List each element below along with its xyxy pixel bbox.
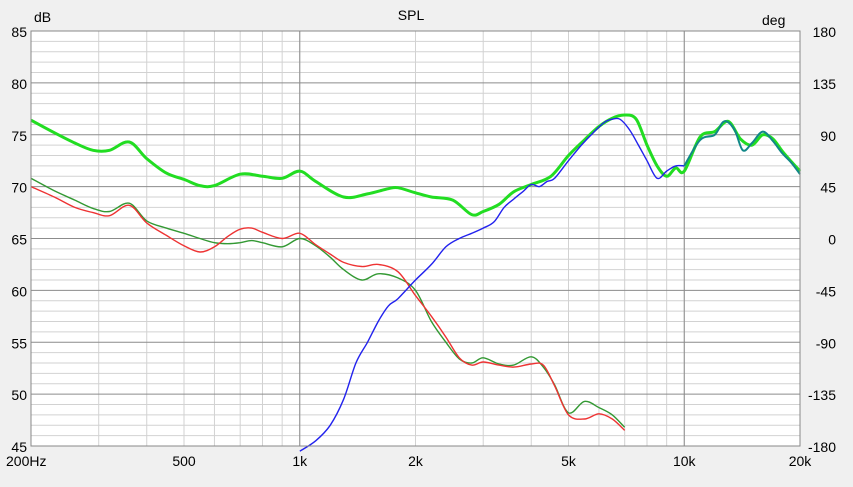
right-tick-label: 180 [813,24,837,40]
x-tick-label: 20k [789,453,813,469]
left-tick-label: 70 [11,180,27,196]
left-tick-label: 45 [11,439,27,455]
x-tick-label: 2k [408,453,424,469]
right-tick-label: 135 [813,76,837,92]
x-tick-label: 1k [292,453,308,469]
right-axis-unit: deg [762,12,785,28]
left-tick-label: 55 [11,335,27,351]
right-axis-ticks: 180 135 90 45 0 -45 -90 -135 -180 [808,24,836,455]
right-tick-label: -180 [808,439,836,455]
right-tick-label: -90 [816,335,836,351]
x-axis-ticks: 200Hz 500 1k 2k 5k 10k 20k [6,453,812,469]
left-tick-label: 65 [11,232,27,248]
right-tick-label: 0 [828,232,836,248]
left-axis-unit: dB [34,9,51,25]
plot-border [30,30,801,447]
series-line-high [299,117,685,452]
x-tick-label: 200Hz [6,453,46,469]
left-tick-label: 75 [11,128,27,144]
left-axis-ticks: 85 80 75 70 65 60 55 50 45 [11,24,27,455]
series-line-sum [30,113,802,217]
x-tick-label: 10k [673,453,697,469]
left-tick-label: 50 [11,387,27,403]
right-tick-label: 90 [820,128,836,144]
left-tick-label: 85 [11,24,27,40]
left-tick-label: 60 [11,283,27,299]
x-tick-label: 5k [561,453,577,469]
right-tick-label: -45 [816,283,836,299]
left-tick-label: 80 [11,76,27,92]
x-tick-label: 500 [172,453,196,469]
right-tick-label: 45 [820,180,836,196]
right-tick-label: -135 [808,387,836,403]
series-line-high_alt [683,120,801,175]
series-layer [30,113,802,452]
series-line-low [30,185,626,431]
chart-title: SPL [398,7,425,23]
